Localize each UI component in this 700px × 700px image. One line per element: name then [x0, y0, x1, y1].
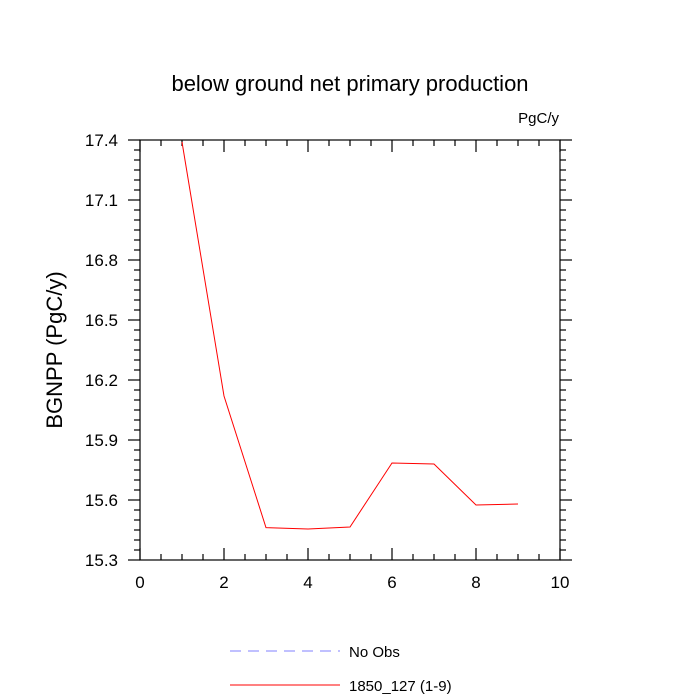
plot-frame: [139, 139, 561, 561]
series-line-1850-127: [181, 141, 519, 530]
axis-ticks: [128, 139, 572, 561]
legend-label-no-obs: No Obs: [349, 644, 400, 661]
y-axis-label: BGNPP (PgC/y): [42, 271, 67, 428]
tick-labels: 0 2 4 6 8 10 15.3 15.6 15.9 16.2 16.5 16.8 17.1 17.4: [85, 131, 570, 592]
y-tick-label: 15.3: [85, 551, 118, 570]
x-tick-label: 8: [471, 573, 480, 592]
y-tick-label: 15.9: [85, 431, 118, 450]
y-tick-label: 16.2: [85, 371, 118, 390]
x-tick-label: 6: [387, 573, 396, 592]
x-tick-label: 10: [551, 573, 570, 592]
legend-label-1850-127: 1850_127 (1-9): [349, 678, 452, 695]
y-tick-label: 17.1: [85, 191, 118, 210]
x-tick-label: 2: [219, 573, 228, 592]
chart-title: below ground net primary production: [171, 71, 528, 96]
y-tick-label: 16.5: [85, 311, 118, 330]
y-tick-label: 17.4: [85, 131, 118, 150]
units-label: PgC/y: [518, 110, 559, 127]
y-tick-label: 15.6: [85, 491, 118, 510]
legend: No Obs 1850_127 (1-9): [230, 644, 452, 695]
series-layer: [181, 141, 519, 530]
x-tick-label: 0: [135, 573, 144, 592]
x-tick-label: 4: [303, 573, 312, 592]
y-tick-label: 16.8: [85, 251, 118, 270]
